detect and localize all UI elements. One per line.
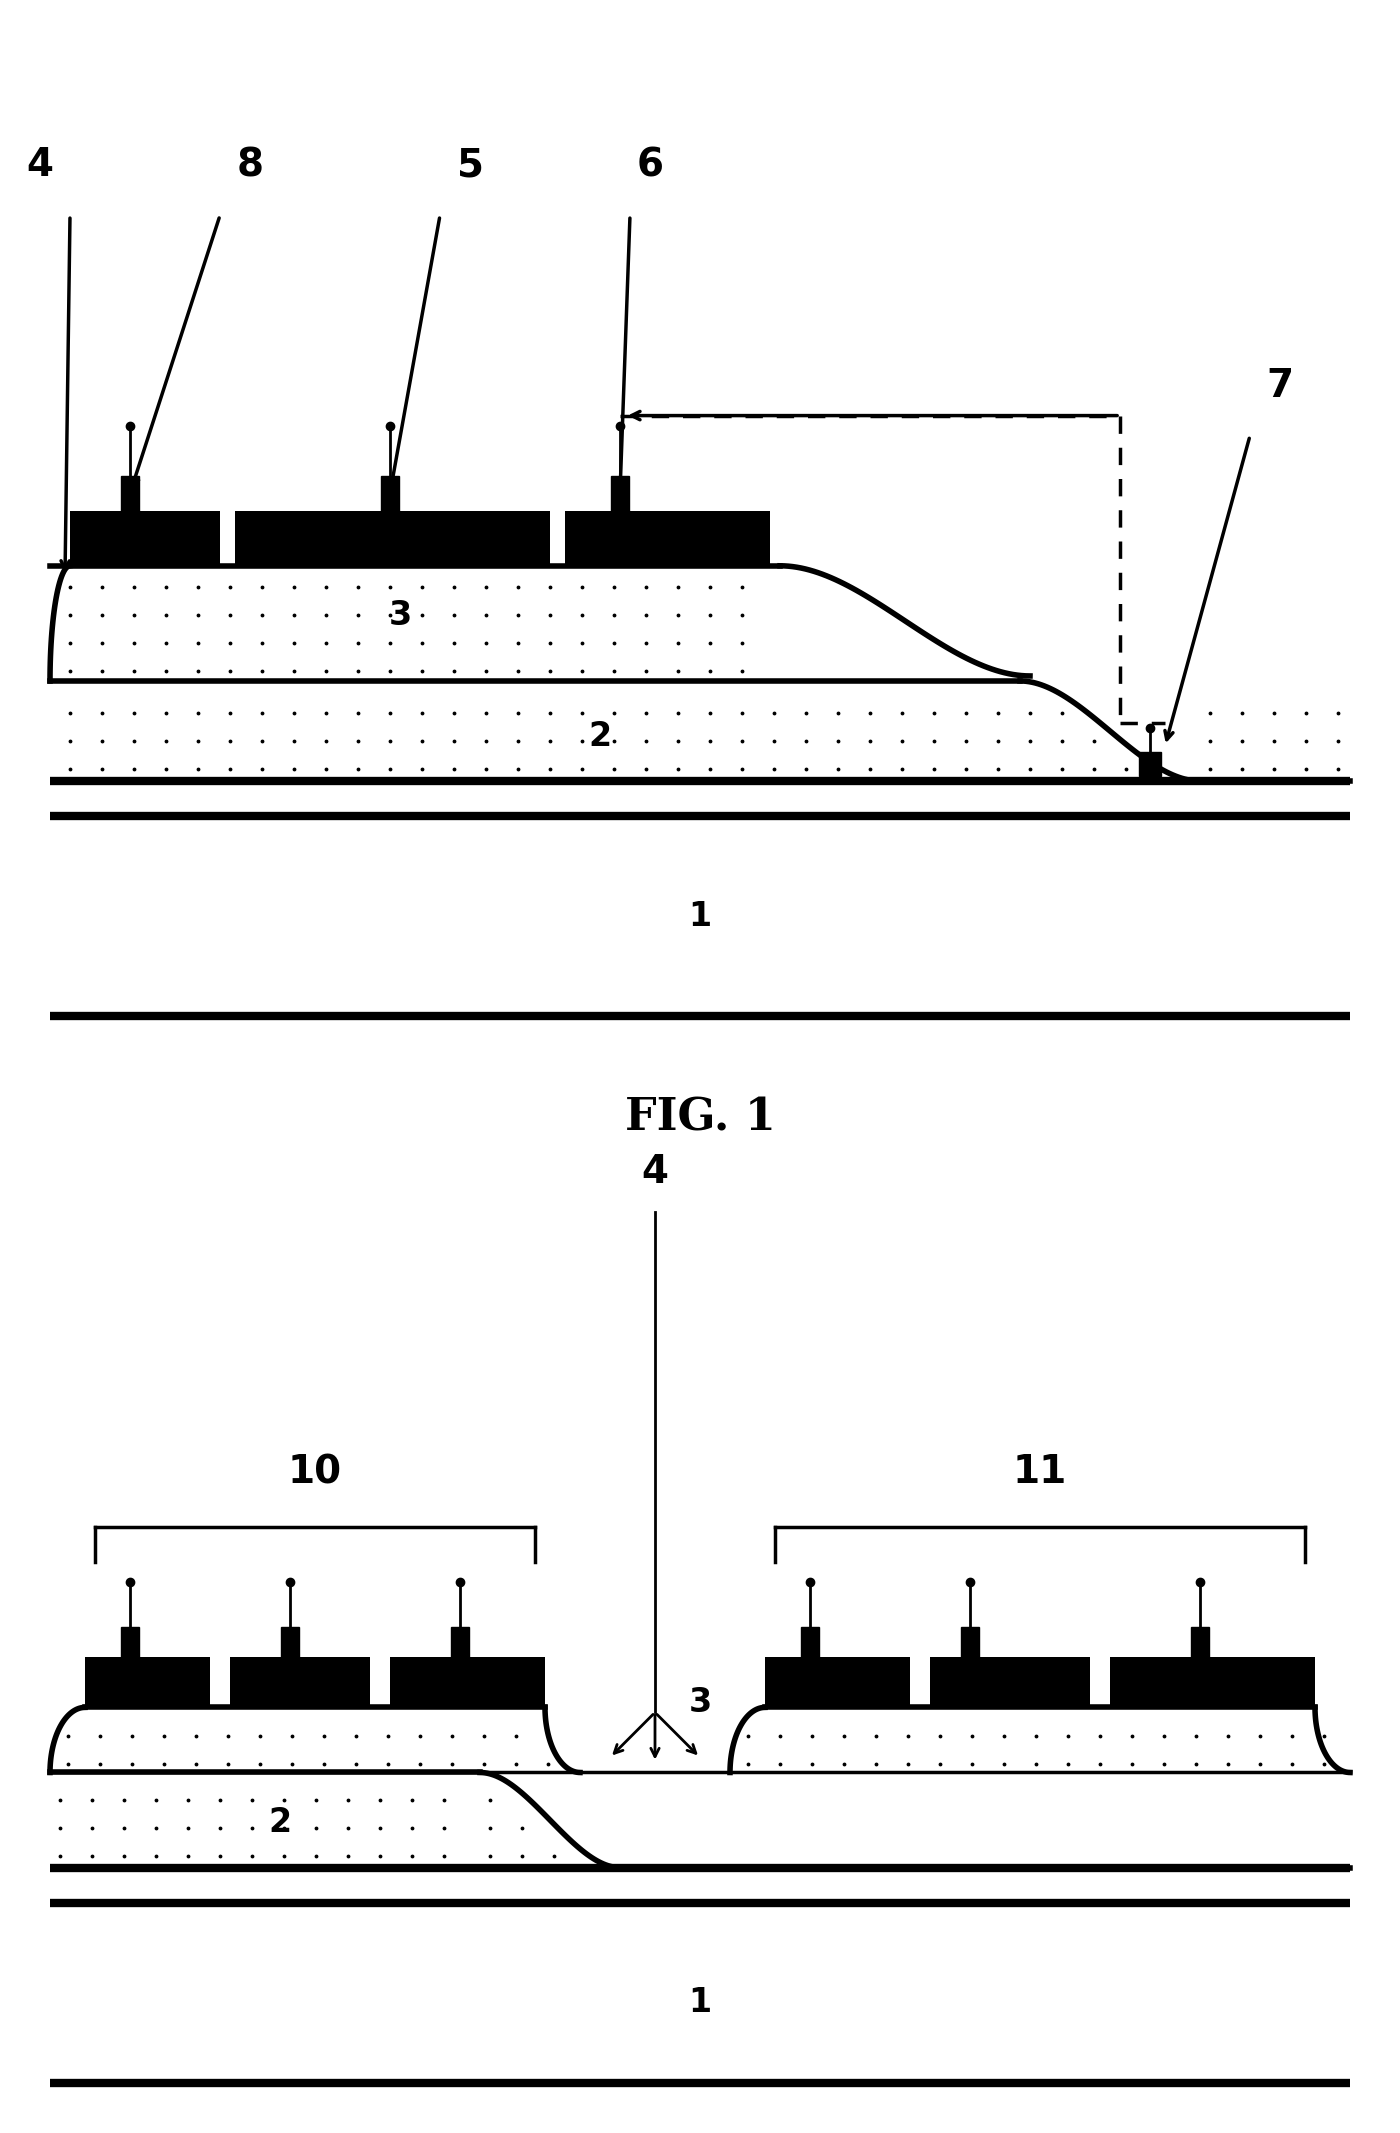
- Text: 4: 4: [641, 1152, 669, 1190]
- Bar: [566, 510, 770, 565]
- Text: FIG. 1: FIG. 1: [624, 1096, 776, 1139]
- Bar: [1140, 753, 1161, 776]
- Bar: [70, 510, 220, 565]
- Text: 7: 7: [1267, 367, 1294, 405]
- Bar: [391, 1657, 545, 1706]
- Bar: [1191, 1627, 1210, 1657]
- Bar: [801, 1627, 819, 1657]
- Text: 3: 3: [689, 1685, 711, 1719]
- Bar: [120, 476, 139, 510]
- Text: 3: 3: [388, 599, 412, 631]
- Text: 1: 1: [689, 900, 711, 932]
- Text: 2: 2: [269, 1807, 291, 1839]
- Bar: [281, 1627, 300, 1657]
- Bar: [960, 1627, 979, 1657]
- Bar: [381, 476, 399, 510]
- Bar: [764, 1657, 910, 1706]
- Bar: [1110, 1657, 1315, 1706]
- Bar: [610, 476, 629, 510]
- Bar: [451, 1627, 469, 1657]
- Text: 8: 8: [237, 147, 263, 183]
- Bar: [230, 1657, 370, 1706]
- Text: 11: 11: [1012, 1453, 1067, 1491]
- Text: 1: 1: [689, 1986, 711, 2020]
- Bar: [235, 510, 550, 565]
- Bar: [85, 1657, 210, 1706]
- Text: 2: 2: [588, 719, 612, 753]
- Text: 4: 4: [27, 147, 53, 183]
- Text: 6: 6: [637, 147, 664, 183]
- Bar: [930, 1657, 1091, 1706]
- Bar: [120, 1627, 139, 1657]
- Text: 10: 10: [288, 1453, 342, 1491]
- Text: 5: 5: [456, 147, 483, 183]
